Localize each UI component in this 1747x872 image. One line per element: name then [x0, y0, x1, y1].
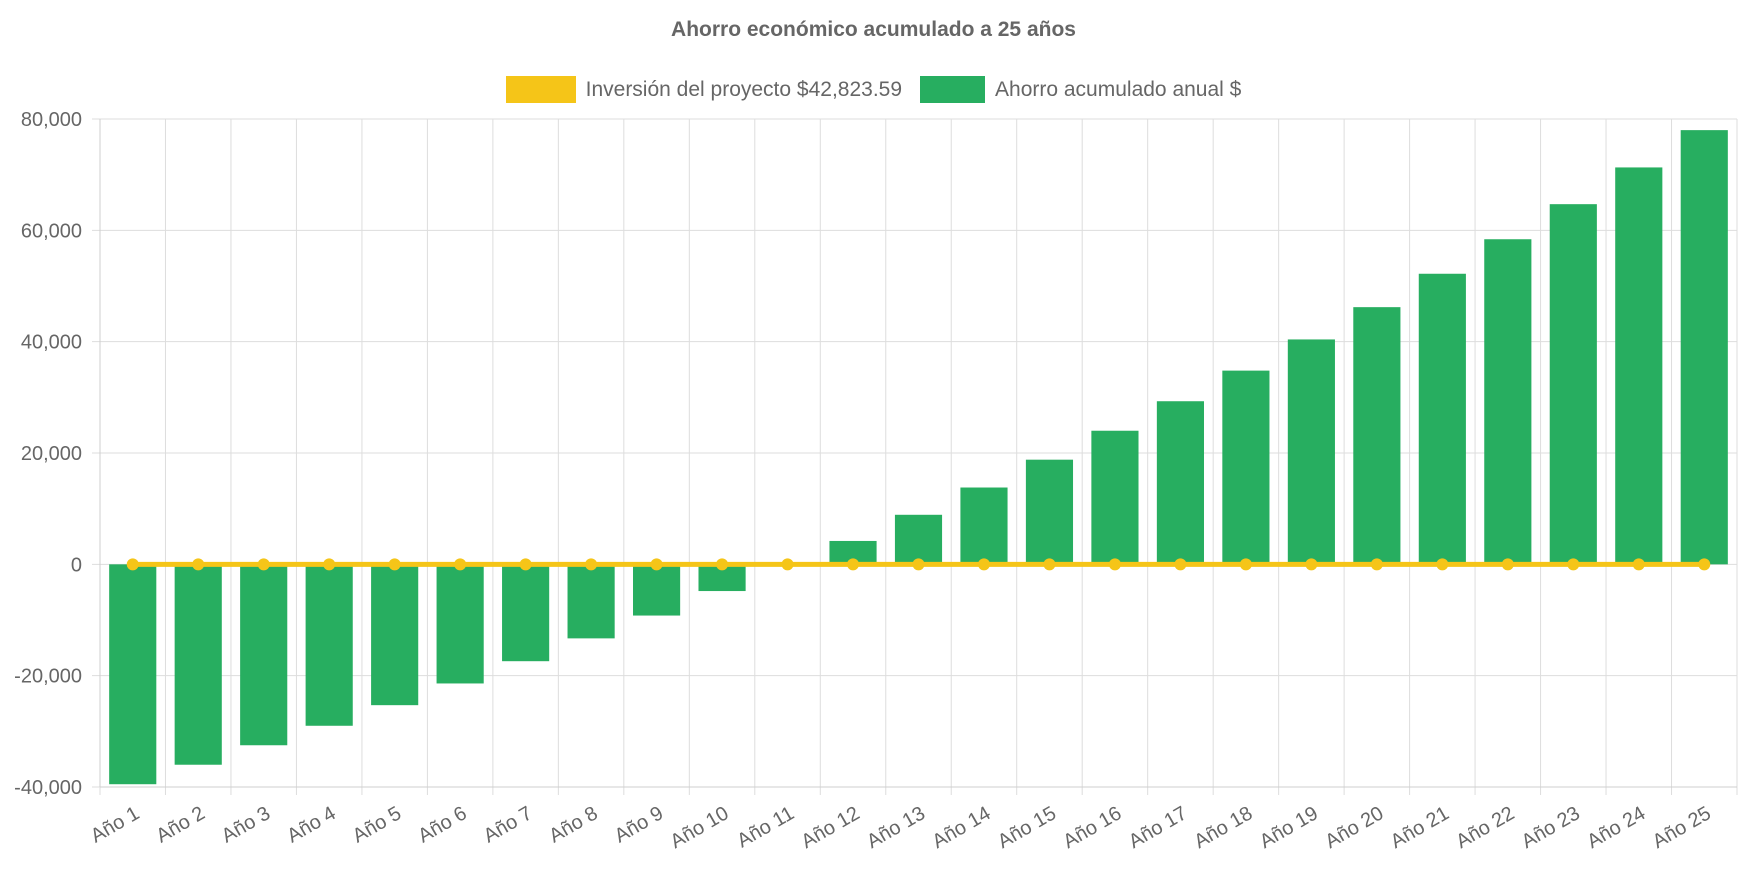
bar — [1680, 130, 1728, 565]
line-point — [126, 558, 139, 571]
x-tick-label: Año 18 — [1191, 802, 1257, 853]
y-tick-label: 80,000 — [21, 109, 82, 131]
legend-item-savings[interactable]: Ahorro acumulado anual $ — [920, 76, 1241, 103]
line-point — [1501, 558, 1514, 571]
legend-swatch-savings — [920, 76, 986, 103]
bar — [1549, 204, 1597, 565]
line-point — [1698, 558, 1711, 571]
bar — [436, 564, 484, 684]
bar — [109, 564, 157, 785]
x-tick-label: Año 14 — [929, 802, 995, 853]
bar-series — [109, 130, 1728, 785]
x-tick-label: Año 21 — [1387, 802, 1453, 853]
bar — [1484, 239, 1532, 565]
bar — [371, 564, 419, 706]
line-point — [257, 558, 270, 571]
x-tick-label: Año 15 — [994, 802, 1060, 853]
x-tick-label: Año 10 — [667, 802, 733, 853]
line-point — [1043, 558, 1056, 571]
x-axis: Año 1 Año 2 Año 3 Año 4 Año 5 Año 6 Año 7 Año 8… — [87, 786, 1737, 853]
x-tick-label: Año 19 — [1256, 802, 1322, 853]
y-tick-label: 40,000 — [21, 332, 82, 354]
bar — [633, 564, 681, 616]
chart-title: Ahorro económico acumulado a 25 años — [671, 18, 1076, 41]
x-tick-label: Año 22 — [1452, 802, 1518, 853]
legend-swatch-investment — [505, 76, 576, 103]
x-tick-label: Año 20 — [1321, 802, 1387, 853]
x-tick-label: Año 11 — [733, 802, 798, 852]
y-tick-label: 0 — [71, 554, 82, 576]
x-tick-label: Año 23 — [1518, 802, 1584, 853]
x-tick-label: Año 12 — [798, 802, 864, 853]
bar — [1091, 430, 1139, 565]
y-axis: 80,000 60,000 40,000 20,000 0 -20,000 -40,000 — [14, 109, 101, 799]
line-point — [1567, 558, 1580, 571]
bar — [502, 564, 550, 662]
y-tick-label: -40,000 — [14, 777, 82, 799]
bar — [960, 487, 1008, 565]
x-tick-label: Año 4 — [283, 802, 339, 847]
x-tick-label: Año 6 — [414, 802, 470, 847]
x-tick-label: Año 17 — [1125, 802, 1191, 853]
line-point — [1305, 558, 1318, 571]
line-point — [650, 558, 663, 571]
line-point — [977, 558, 990, 571]
y-tick-label: 20,000 — [21, 443, 82, 465]
line-point — [716, 558, 729, 571]
bar — [829, 540, 877, 565]
line-point — [585, 558, 598, 571]
chart-legend: Inversión del proyecto $42,823.59 Ahorro… — [0, 76, 1747, 103]
x-tick-label: Año 8 — [545, 802, 601, 847]
bar — [1353, 307, 1401, 565]
line-point — [781, 558, 794, 571]
bar — [1222, 370, 1270, 565]
bar — [240, 564, 288, 746]
x-tick-label: Año 1 — [87, 802, 143, 847]
y-tick-label: 60,000 — [21, 220, 82, 242]
bar — [1287, 339, 1335, 565]
bar — [1156, 401, 1204, 565]
x-tick-label: Año 16 — [1060, 802, 1126, 853]
x-tick-label: Año 9 — [611, 802, 667, 847]
bar — [1615, 167, 1663, 565]
line-point — [388, 558, 401, 571]
x-tick-label: Año 5 — [349, 802, 405, 847]
bar — [1418, 273, 1466, 565]
line-point — [192, 558, 205, 571]
legend-label-investment: Inversión del proyecto $42,823.59 — [585, 77, 903, 101]
line-point — [847, 558, 860, 571]
bar — [305, 564, 353, 726]
line-point — [1174, 558, 1187, 571]
line-point — [1108, 558, 1121, 571]
line-series — [126, 558, 1711, 571]
line-point — [912, 558, 925, 571]
line-point — [454, 558, 467, 571]
legend-item-investment[interactable]: Inversión del proyecto $42,823.59 — [505, 76, 903, 103]
line-point — [1632, 558, 1645, 571]
legend-label-savings: Ahorro acumulado anual $ — [995, 77, 1242, 101]
line-point — [323, 558, 336, 571]
y-tick-label: -20,000 — [14, 666, 82, 688]
x-tick-label: Año 3 — [218, 802, 274, 847]
bar — [567, 564, 615, 639]
bar — [174, 564, 222, 765]
bar — [894, 514, 943, 565]
line-point — [1436, 558, 1449, 571]
x-tick-label: Año 24 — [1583, 802, 1649, 853]
line-point — [519, 558, 532, 571]
bar — [1025, 459, 1074, 565]
x-tick-label: Año 25 — [1649, 802, 1715, 853]
line-point — [1239, 558, 1252, 571]
x-tick-label: Año 7 — [480, 802, 536, 847]
x-tick-label: Año 13 — [863, 802, 929, 853]
line-point — [1370, 558, 1383, 571]
x-tick-label: Año 2 — [152, 802, 208, 847]
